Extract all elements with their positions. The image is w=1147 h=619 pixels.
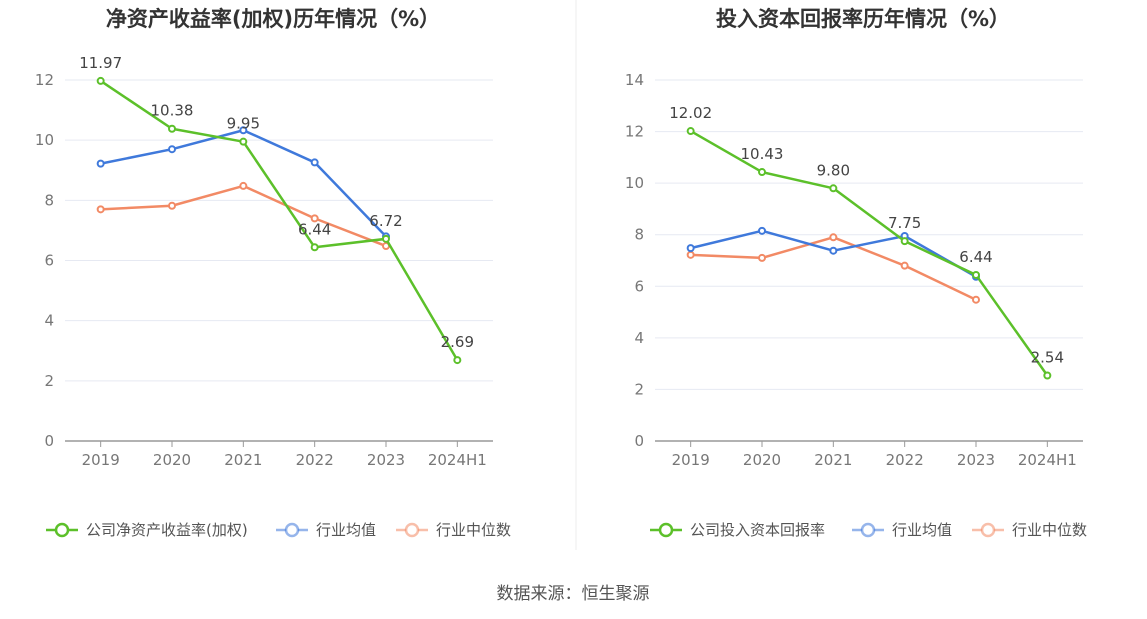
y-tick-label: 2 — [44, 372, 54, 390]
data-point[interactable] — [900, 237, 909, 246]
x-tick-label: 2020 — [153, 451, 191, 469]
data-point[interactable] — [310, 243, 319, 252]
legend-label: 公司投入资本回报率 — [690, 521, 825, 539]
data-point[interactable] — [686, 250, 695, 259]
x-tick-label: 2024H1 — [428, 451, 487, 469]
y-tick-label: 0 — [634, 432, 644, 450]
y-tick-label: 4 — [44, 312, 54, 330]
data-point[interactable] — [972, 295, 980, 304]
data-point[interactable] — [239, 137, 248, 146]
legend-marker — [658, 522, 674, 538]
data-label: 6.44 — [959, 248, 992, 266]
y-tick-label: 12 — [35, 71, 54, 89]
data-label: 7.75 — [888, 214, 921, 232]
x-tick-label: 2019 — [82, 451, 120, 469]
data-point[interactable] — [900, 261, 909, 270]
data-label: 10.43 — [741, 145, 784, 163]
x-tick-label: 2021 — [224, 451, 262, 469]
legend-label: 行业均值 — [316, 521, 376, 539]
chart-title: 净资产收益率(加权)历年情况（%） — [106, 7, 440, 31]
data-point[interactable] — [758, 168, 766, 177]
data-label: 2.54 — [1031, 349, 1064, 367]
legend-label: 公司净资产收益率(加权) — [86, 521, 248, 539]
y-tick-label: 14 — [625, 71, 644, 89]
data-point[interactable] — [829, 233, 838, 242]
data-point[interactable] — [168, 145, 176, 154]
data-point[interactable] — [96, 205, 105, 214]
data-point[interactable] — [453, 356, 462, 365]
source-note: 数据来源：恒生聚源 — [497, 584, 650, 604]
data-point[interactable] — [829, 184, 838, 193]
data-point[interactable] — [758, 226, 766, 235]
series-line — [690, 129, 1049, 377]
data-point[interactable] — [1043, 371, 1052, 380]
data-label: 9.95 — [227, 115, 260, 133]
data-label: 9.80 — [817, 161, 850, 179]
legend-marker — [54, 522, 70, 538]
x-tick-label: 2023 — [957, 451, 995, 469]
legend-marker — [980, 522, 996, 538]
legend-label: 行业均值 — [892, 521, 952, 539]
data-point[interactable] — [310, 158, 319, 167]
chart-title: 投入资本回报率历年情况（%） — [716, 7, 1010, 31]
legend-item[interactable]: 公司投入资本回报率 — [650, 521, 825, 539]
y-tick-label: 2 — [634, 380, 644, 398]
y-tick-label: 8 — [634, 226, 644, 244]
data-point[interactable] — [168, 201, 176, 210]
data-point[interactable] — [96, 76, 105, 85]
legend-item[interactable]: 行业中位数 — [396, 521, 511, 539]
data-point[interactable] — [758, 253, 766, 262]
legend-label: 行业中位数 — [436, 521, 511, 539]
legend-item[interactable]: 公司净资产收益率(加权) — [46, 521, 248, 539]
y-tick-label: 10 — [35, 131, 54, 149]
legend-item[interactable]: 行业均值 — [276, 521, 376, 539]
y-tick-label: 0 — [44, 432, 54, 450]
data-point[interactable] — [686, 244, 695, 253]
data-point[interactable] — [972, 270, 980, 279]
legend-label: 行业中位数 — [1012, 521, 1087, 539]
data-point[interactable] — [96, 159, 105, 168]
data-label: 6.44 — [298, 220, 331, 238]
data-label: 12.02 — [669, 104, 712, 122]
data-label: 10.38 — [151, 102, 194, 120]
y-tick-label: 10 — [625, 174, 644, 192]
data-point[interactable] — [168, 124, 176, 133]
x-tick-label: 2022 — [886, 451, 924, 469]
data-point[interactable] — [239, 181, 248, 190]
x-tick-label: 2021 — [814, 451, 852, 469]
x-tick-label: 2024H1 — [1018, 451, 1077, 469]
legend-item[interactable]: 行业均值 — [852, 521, 952, 539]
roic-chart: 投入资本回报率历年情况（%） 0 2 4 6 8 10 12 14 2019 2020 2021 202… — [625, 7, 1087, 539]
data-point[interactable] — [686, 127, 695, 136]
roe-chart: 净资产收益率(加权)历年情况（%） 0 2 4 6 8 10 12 2019 2020 2021 20… — [35, 7, 511, 539]
y-tick-label: 6 — [44, 252, 54, 270]
y-tick-label: 6 — [634, 277, 644, 295]
series-line — [100, 184, 387, 248]
y-tick-label: 12 — [625, 123, 644, 141]
data-point[interactable] — [310, 214, 319, 223]
legend-marker — [860, 522, 876, 538]
legend-item[interactable]: 行业中位数 — [972, 521, 1087, 539]
y-tick-label: 8 — [44, 191, 54, 209]
data-point[interactable] — [829, 246, 838, 255]
legend-marker — [284, 522, 300, 538]
data-point[interactable] — [382, 234, 390, 243]
x-tick-label: 2020 — [743, 451, 781, 469]
data-label: 6.72 — [369, 212, 402, 230]
x-tick-label: 2023 — [367, 451, 405, 469]
data-label: 2.69 — [441, 333, 474, 351]
x-tick-label: 2019 — [672, 451, 710, 469]
data-point[interactable] — [239, 126, 248, 135]
series-line — [99, 79, 459, 361]
x-tick-label: 2022 — [296, 451, 334, 469]
y-tick-label: 4 — [634, 329, 644, 347]
series-line — [690, 236, 977, 301]
data-label: 11.97 — [79, 54, 122, 72]
legend-marker — [404, 522, 420, 538]
